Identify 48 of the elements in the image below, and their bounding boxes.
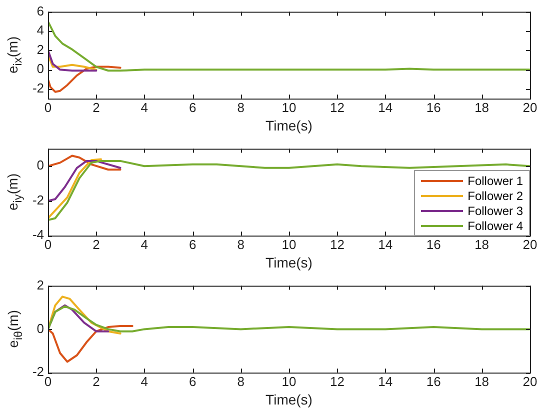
x-tick-label: 20 — [522, 100, 538, 115]
y-tick-label: -2 — [32, 80, 44, 96]
x-tick-label: 2 — [92, 236, 100, 252]
x-tick-label: 16 — [426, 100, 441, 115]
y-tick-label: 2 — [36, 277, 44, 292]
y-tick-label: -2 — [32, 192, 44, 208]
x-tick-label: 18 — [474, 100, 490, 115]
y-tick-label: 0 — [36, 158, 44, 173]
x-axis-title: Time(s) — [266, 254, 312, 270]
x-tick-label: 10 — [282, 374, 296, 389]
legend-label: Follower 4 — [468, 218, 523, 232]
x-tick-label: 4 — [140, 236, 148, 252]
x-tick-label: 12 — [330, 374, 344, 389]
x-tick-label: 20 — [522, 374, 538, 389]
legend-label: Follower 2 — [468, 188, 523, 202]
y-tick-label: -2 — [32, 364, 44, 380]
x-tick-label: 14 — [378, 100, 393, 115]
x-tick-label: 8 — [237, 100, 244, 115]
y-tick-label: 2 — [36, 42, 44, 57]
x-tick-label: 4 — [140, 374, 148, 389]
x-tick-label: 6 — [188, 374, 196, 389]
x-axis-title: Time(s) — [266, 117, 312, 134]
x-tick-label: 10 — [282, 100, 296, 115]
y-tick-label: 4 — [36, 22, 44, 38]
x-tick-label: 16 — [426, 374, 441, 389]
x-tick-label: 6 — [188, 100, 196, 115]
x-tick-label: 2 — [92, 100, 100, 115]
legend-label: Follower 1 — [468, 174, 523, 188]
legend-label: Follower 3 — [468, 204, 523, 218]
x-tick-label: 8 — [237, 374, 244, 389]
x-tick-label: 12 — [330, 100, 344, 115]
x-tick-label: 10 — [282, 236, 296, 252]
x-tick-label: 14 — [378, 236, 393, 252]
y-tick-label: 0 — [36, 61, 44, 76]
x-tick-label: 14 — [378, 374, 393, 389]
y-tick-label: 6 — [36, 3, 44, 18]
y-tick-label: 0 — [36, 320, 44, 336]
x-tick-label: 18 — [474, 236, 490, 252]
x-tick-label: 16 — [426, 236, 441, 252]
y-tick-label: -4 — [32, 227, 44, 242]
x-tick-label: 12 — [330, 236, 344, 252]
x-tick-label: 20 — [522, 236, 538, 252]
x-tick-label: 4 — [140, 100, 148, 115]
x-axis-title: Time(s) — [266, 391, 312, 408]
x-tick-label: 8 — [237, 236, 244, 252]
x-tick-label: 2 — [92, 374, 100, 389]
x-tick-label: 6 — [188, 236, 196, 252]
x-tick-label: 18 — [474, 374, 490, 389]
